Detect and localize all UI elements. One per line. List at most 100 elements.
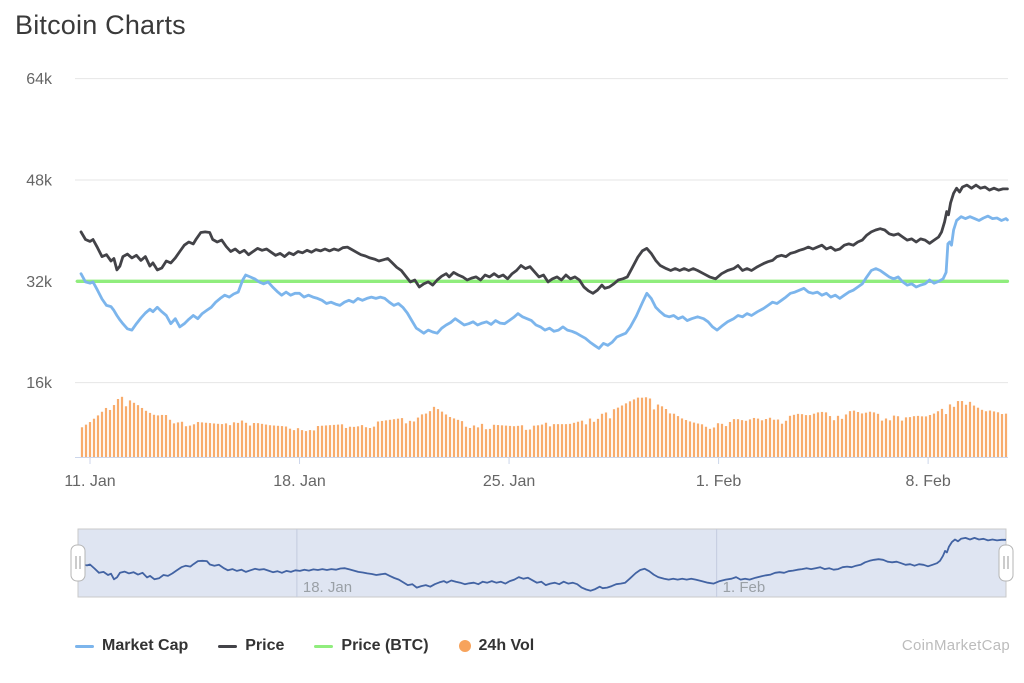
navigator-track[interactable] <box>77 528 1007 598</box>
volume-bar <box>512 426 516 457</box>
volume-bar <box>344 427 348 457</box>
volume-bar <box>740 420 744 457</box>
x-axis-label: 25. Jan <box>483 473 535 490</box>
volume-bar <box>692 422 696 457</box>
volume-bar <box>668 413 672 457</box>
volume-circle-swatch-icon <box>458 640 471 652</box>
volume-bar <box>864 412 868 457</box>
volume-bar <box>304 431 308 457</box>
volume-bar <box>664 408 668 457</box>
legend: Market Cap Price Price (BTC) 24h Vol <box>75 637 534 655</box>
volume-bar <box>660 406 664 457</box>
volume-bar <box>728 421 732 457</box>
y-axis-label: 16k <box>26 375 53 392</box>
volume-bar <box>540 424 544 457</box>
volume-bar <box>904 417 908 457</box>
volume-bar <box>804 415 808 457</box>
navigator-axis-label: 18. Jan <box>303 579 352 596</box>
volume-bar <box>852 410 856 457</box>
volume-bar <box>324 425 328 457</box>
volume-bar <box>188 425 192 457</box>
volume-bar <box>364 427 368 457</box>
legend-label-market-cap: Market Cap <box>102 637 189 654</box>
y-axis-label: 32k <box>26 274 53 291</box>
volume-bar <box>812 413 816 457</box>
volume-bar <box>408 420 412 457</box>
volume-bar <box>280 426 284 457</box>
volume-bar <box>580 420 584 457</box>
volume-bar <box>236 422 240 457</box>
navigator-handle-grip-left[interactable] <box>70 544 86 582</box>
volume-bar <box>96 415 100 457</box>
navigator-handle-right[interactable] <box>998 544 1014 582</box>
volume-bar <box>836 415 840 457</box>
volume-bar <box>428 411 432 457</box>
volume-bar <box>528 429 532 457</box>
volume-bar <box>148 412 152 457</box>
y-axis-label: 64k <box>26 71 53 88</box>
volume-bar <box>752 417 756 457</box>
volume-bar <box>464 426 468 457</box>
volume-bar <box>800 414 804 457</box>
volume-bar <box>616 407 620 457</box>
volume-bar <box>880 420 884 457</box>
volume-bar <box>496 425 500 457</box>
legend-item-24h-vol[interactable]: 24h Vol <box>458 637 534 655</box>
volume-bar <box>552 424 556 457</box>
volume-bar <box>588 418 592 457</box>
legend-label-price: Price <box>245 637 285 654</box>
volume-bar <box>900 420 904 457</box>
volume-bar <box>696 423 700 457</box>
volume-bar <box>404 423 408 457</box>
volume-bar <box>432 406 436 457</box>
volume-bar <box>816 412 820 457</box>
volume-bar <box>92 418 96 457</box>
volume-bar <box>288 428 292 457</box>
volume-bar <box>312 430 316 457</box>
volume-bar <box>536 425 540 457</box>
x-axis-label: 18. Jan <box>273 473 325 490</box>
navigator[interactable]: 18. Jan 1. Feb <box>70 528 1014 598</box>
volume-bar <box>708 428 712 457</box>
volume-bar <box>612 409 616 457</box>
navigator-handle-grip-right[interactable] <box>998 544 1014 582</box>
navigator-handle-left[interactable] <box>70 544 86 582</box>
volume-bar <box>952 406 956 457</box>
volume-bar <box>796 413 800 457</box>
market-cap-line <box>79 214 1009 350</box>
volume-bar <box>712 427 716 457</box>
volume-bar <box>204 422 208 457</box>
volume-bar <box>84 424 88 457</box>
volume-bar <box>760 420 764 457</box>
volume-bar <box>720 423 724 457</box>
volume-bar <box>316 426 320 457</box>
legend-item-market-cap[interactable]: Market Cap <box>75 637 188 655</box>
volume-bar <box>392 419 396 457</box>
x-axis-label: 8. Feb <box>905 473 950 490</box>
volume-bar <box>136 405 140 457</box>
volume-bar <box>560 424 564 457</box>
volume-bar <box>944 414 948 457</box>
volume-bar <box>460 421 464 457</box>
coinmarketcap-watermark-link[interactable]: CoinMarketCap <box>901 637 1010 654</box>
volume-bar <box>824 412 828 457</box>
volume-bar <box>228 425 232 457</box>
volume-bar <box>748 419 752 457</box>
volume-bar <box>788 415 792 457</box>
volume-bar <box>636 397 640 457</box>
volume-bars-group <box>80 396 1008 457</box>
volume-bar <box>476 427 480 457</box>
volume-bar <box>680 418 684 457</box>
volume-bar <box>252 423 256 457</box>
legend-item-price[interactable]: Price <box>218 637 284 655</box>
volume-bar <box>1000 414 1004 457</box>
legend-item-price-btc[interactable]: Price (BTC) <box>314 637 429 655</box>
volume-bar <box>456 419 460 457</box>
volume-bar <box>480 423 484 457</box>
volume-bar <box>972 405 976 457</box>
volume-bar <box>232 422 236 457</box>
volume-bar <box>980 409 984 457</box>
volume-bar <box>716 423 720 457</box>
volume-bar <box>276 425 280 457</box>
